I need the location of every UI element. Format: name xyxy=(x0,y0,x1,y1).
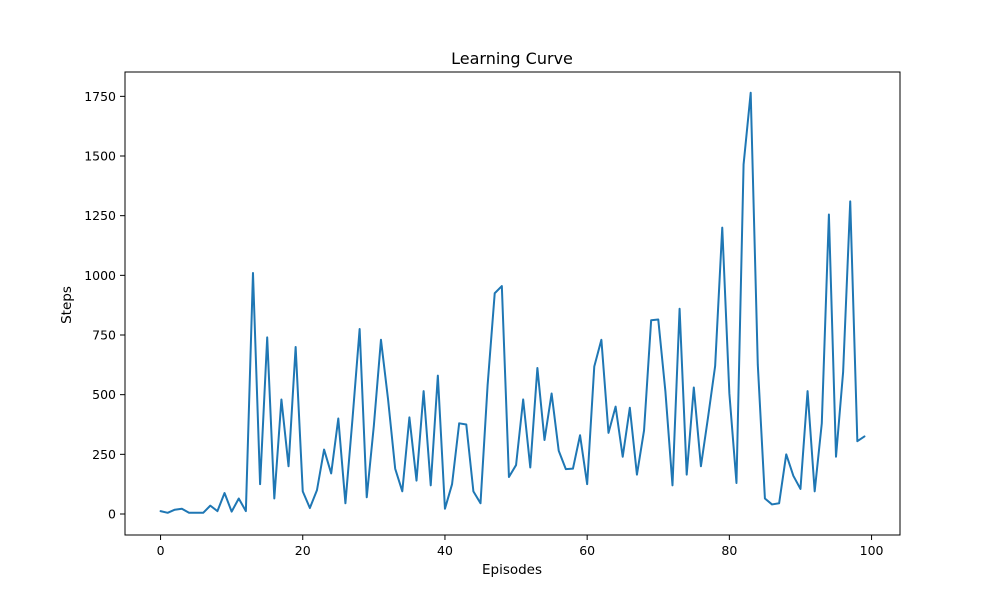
y-tick-label: 1750 xyxy=(84,89,116,104)
y-tick-label: 250 xyxy=(92,447,116,462)
x-tick-label: 20 xyxy=(295,543,311,558)
y-axis: 0 250 500 750 1000 1250 1500 1750 xyxy=(84,89,125,521)
chart-title: Learning Curve xyxy=(451,49,573,68)
series-group xyxy=(159,91,866,514)
y-tick-label: 1000 xyxy=(84,268,116,283)
y-tick-label: 1500 xyxy=(84,149,116,164)
x-tick-label: 100 xyxy=(860,543,884,558)
x-tick-label: 60 xyxy=(579,543,595,558)
axes-frame xyxy=(124,71,901,536)
x-axis-label: Episodes xyxy=(482,562,542,578)
x-axis: 0 20 40 60 80 100 xyxy=(157,535,884,558)
plot-area: 0 20 40 60 80 100 0 250 500 750 1000 1250 1500 1750 xyxy=(84,71,901,558)
y-axis-label: Steps xyxy=(59,286,75,324)
series-line xyxy=(159,91,866,514)
x-tick-label: 40 xyxy=(437,543,453,558)
y-tick-label: 0 xyxy=(108,506,116,521)
y-tick-label: 1250 xyxy=(84,208,116,223)
y-tick-label: 500 xyxy=(92,387,116,402)
x-tick-label: 80 xyxy=(721,543,737,558)
y-tick-label: 750 xyxy=(92,328,116,343)
x-tick-label: 0 xyxy=(157,543,165,558)
